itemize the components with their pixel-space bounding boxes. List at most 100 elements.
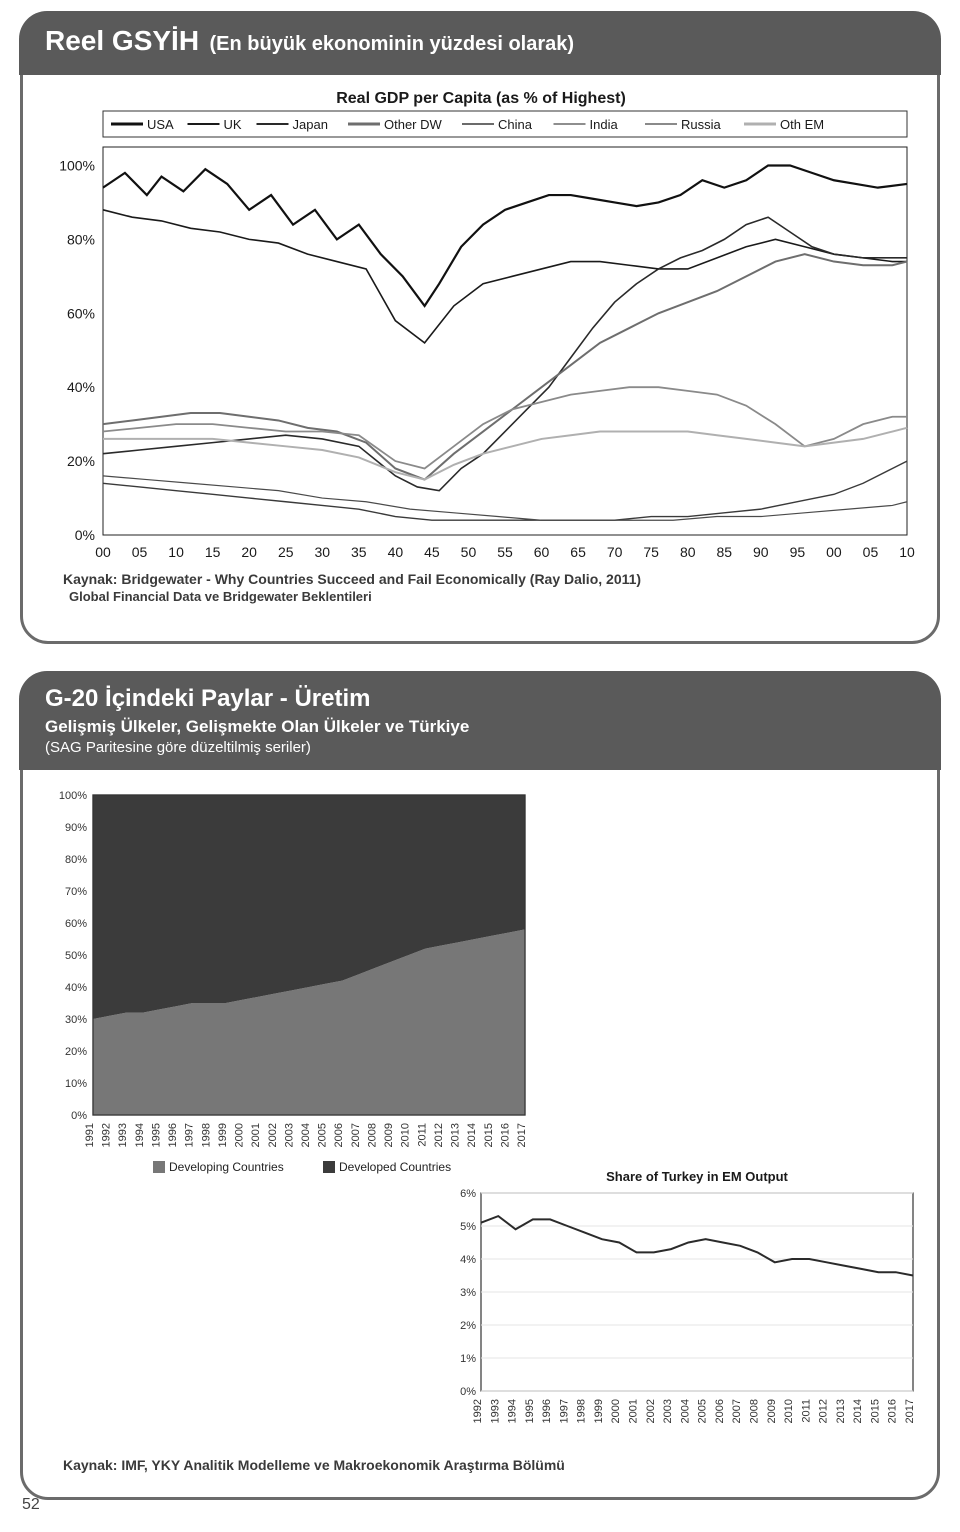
svg-text:UK: UK [224,117,242,132]
svg-text:100%: 100% [59,790,87,802]
svg-text:60: 60 [534,544,550,560]
svg-text:1999: 1999 [593,1399,605,1423]
panel1-title: Reel GSYİH [45,25,199,56]
svg-text:2003: 2003 [662,1399,674,1423]
svg-text:1993: 1993 [489,1399,501,1423]
svg-text:1995: 1995 [524,1399,536,1423]
svg-text:2007: 2007 [350,1123,362,1147]
svg-text:30: 30 [314,544,330,560]
svg-text:100%: 100% [59,157,95,173]
svg-text:10: 10 [899,544,915,560]
svg-text:5%: 5% [460,1221,476,1233]
svg-text:2006: 2006 [333,1123,345,1147]
svg-text:40%: 40% [65,982,87,994]
svg-text:2009: 2009 [766,1399,778,1423]
svg-text:1997: 1997 [184,1123,196,1147]
svg-text:2001: 2001 [628,1399,640,1423]
svg-text:25: 25 [278,544,294,560]
svg-text:1%: 1% [460,1353,476,1365]
svg-text:00: 00 [95,544,111,560]
panel1-body: Real GDP per Capita (as % of Highest) USA… [23,15,937,632]
svg-text:2004: 2004 [300,1123,312,1147]
svg-text:55: 55 [497,544,513,560]
svg-text:2015: 2015 [483,1123,495,1147]
svg-text:05: 05 [132,544,148,560]
svg-text:Share of Turkey in EM Output: Share of Turkey in EM Output [606,1169,788,1184]
svg-text:1999: 1999 [217,1123,229,1147]
svg-text:15: 15 [205,544,221,560]
svg-text:0%: 0% [460,1386,476,1398]
svg-text:1998: 1998 [576,1399,588,1423]
svg-text:2008: 2008 [366,1123,378,1147]
svg-text:2014: 2014 [466,1123,478,1147]
svg-text:2003: 2003 [283,1123,295,1147]
svg-text:45: 45 [424,544,440,560]
svg-text:Developed Countries: Developed Countries [339,1160,451,1174]
svg-text:40: 40 [388,544,404,560]
svg-text:70%: 70% [65,886,87,898]
svg-text:Real GDP per Capita (as % of H: Real GDP per Capita (as % of Highest) [336,90,626,107]
svg-text:95: 95 [790,544,806,560]
svg-text:USA: USA [147,117,174,132]
svg-text:2011: 2011 [800,1399,812,1423]
svg-text:1995: 1995 [150,1123,162,1147]
svg-text:1992: 1992 [472,1399,484,1423]
svg-text:Russia: Russia [681,117,722,132]
svg-text:10: 10 [168,544,184,560]
svg-text:80: 80 [680,544,696,560]
svg-text:60%: 60% [67,305,95,321]
svg-text:75: 75 [643,544,659,560]
svg-text:65: 65 [570,544,586,560]
panel2-body: 100%90%80%70%60%50%40%30%20%10%0%1991199… [23,675,937,1491]
svg-text:2016: 2016 [499,1123,511,1147]
chart-stacked-shares: 100%90%80%70%60%50%40%30%20%10%0%1991199… [45,785,535,1185]
svg-text:10%: 10% [65,1078,87,1090]
svg-text:80%: 80% [67,231,95,247]
svg-text:35: 35 [351,544,367,560]
svg-text:20%: 20% [65,1046,87,1058]
svg-text:2002: 2002 [267,1123,279,1147]
svg-text:40%: 40% [67,379,95,395]
panel1-source2: Global Financial Data ve Bridgewater Bek… [23,587,937,614]
svg-text:2013: 2013 [835,1399,847,1423]
svg-text:Developing Countries: Developing Countries [169,1160,284,1174]
panel2-sub: Gelişmiş Ülkeler, Gelişmekte Olan Ülkele… [45,717,915,737]
svg-text:2000: 2000 [234,1123,246,1147]
svg-text:2004: 2004 [679,1399,691,1423]
svg-text:30%: 30% [65,1014,87,1026]
panel2-header: G-20 İçindeki Paylar - Üretim Gelişmiş Ü… [19,671,941,770]
svg-text:China: China [498,117,533,132]
svg-text:2011: 2011 [416,1123,428,1147]
svg-text:2013: 2013 [450,1123,462,1147]
svg-text:2008: 2008 [748,1399,760,1423]
svg-text:50%: 50% [65,950,87,962]
panel2-title: G-20 İçindeki Paylar - Üretim [45,685,915,713]
chart-gdp-wrap: Real GDP per Capita (as % of Highest) USA… [41,85,921,565]
svg-text:2001: 2001 [250,1123,262,1147]
chartB-wrap: Share of Turkey in EM Output6%5%4%3%2%1%… [443,1165,923,1445]
panel1-header: Reel GSYİH (En büyük ekonominin yüzdesi … [19,11,941,75]
svg-text:1993: 1993 [117,1123,129,1147]
svg-text:2014: 2014 [852,1399,864,1423]
svg-text:0%: 0% [75,527,95,543]
svg-text:2009: 2009 [383,1123,395,1147]
svg-text:1991: 1991 [84,1123,96,1147]
chartA-wrap: 100%90%80%70%60%50%40%30%20%10%0%1991199… [45,785,535,1185]
svg-text:90: 90 [753,544,769,560]
svg-text:Other DW: Other DW [384,117,443,132]
svg-text:2017: 2017 [516,1123,528,1147]
svg-text:2017: 2017 [904,1399,916,1423]
svg-text:2010: 2010 [400,1123,412,1147]
panel-real-gdp: Reel GSYİH (En büyük ekonominin yüzdesi … [20,12,940,644]
svg-text:Japan: Japan [293,117,328,132]
svg-text:1996: 1996 [167,1123,179,1147]
svg-text:0%: 0% [71,1110,87,1122]
svg-text:4%: 4% [460,1254,476,1266]
svg-text:2016: 2016 [887,1399,899,1423]
svg-text:1997: 1997 [558,1399,570,1423]
svg-text:2010: 2010 [783,1399,795,1423]
svg-text:2015: 2015 [869,1399,881,1423]
svg-text:90%: 90% [65,822,87,834]
svg-text:80%: 80% [65,854,87,866]
svg-text:India: India [590,117,619,132]
